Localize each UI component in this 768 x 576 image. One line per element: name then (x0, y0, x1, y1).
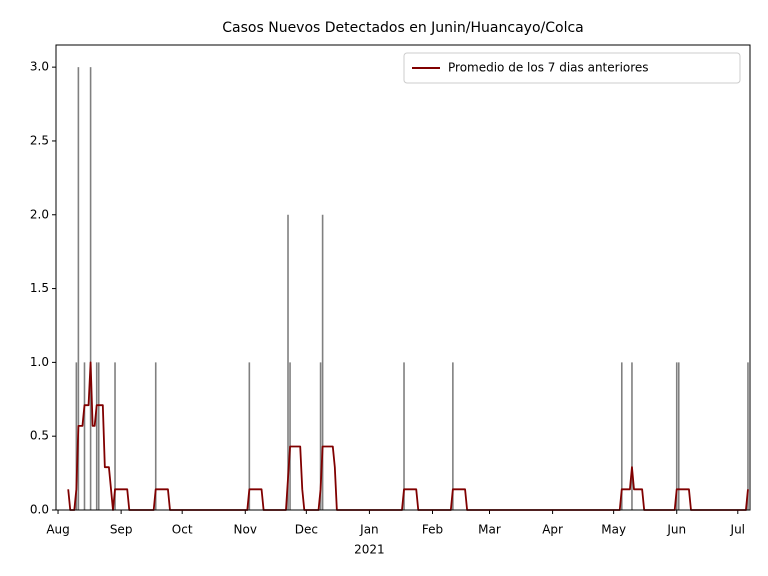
x-tick-label: Jul (730, 523, 745, 537)
y-tick-label: 0.0 (30, 503, 49, 517)
x-tick-label: Sep (110, 523, 133, 537)
x-tick-label: May (601, 523, 626, 537)
x-tick-label: Apr (542, 523, 563, 537)
bar (631, 362, 633, 510)
x-tick-label: Aug (46, 523, 69, 537)
bar (747, 362, 749, 510)
bar (89, 67, 92, 511)
bar (77, 67, 80, 511)
y-tick-label: 0.5 (30, 429, 49, 443)
x-tick-label: Nov (234, 523, 257, 537)
bar (248, 362, 251, 510)
bar (287, 214, 289, 510)
bar (289, 362, 291, 510)
bar (452, 362, 454, 510)
x-sublabel: 2021 (354, 543, 385, 557)
bar (154, 362, 157, 510)
y-tick-label: 2.5 (30, 133, 49, 147)
y-tick-label: 1.5 (30, 281, 49, 295)
chart-title: Casos Nuevos Detectados en Junin/Huancay… (222, 20, 583, 36)
line (67, 361, 749, 511)
bar (403, 362, 405, 510)
legend-box (403, 52, 741, 84)
y-tick-label: 3.0 (30, 60, 49, 74)
bar (321, 214, 324, 510)
x-tick-label: Jan (359, 523, 379, 537)
y-tick-label: 2.0 (30, 207, 49, 221)
x-tick-label: Jun (666, 523, 686, 537)
bar (83, 362, 86, 510)
bar (97, 362, 100, 510)
x-tick-label: Dec (295, 523, 318, 537)
bar (319, 362, 322, 510)
legend-label: Promedio de los 7 dias anteriores (448, 61, 649, 75)
bar (677, 362, 680, 510)
bar (675, 362, 678, 510)
y-tick-label: 1.0 (30, 355, 49, 369)
x-tick-label: Feb (422, 523, 443, 537)
x-tick-label: Oct (172, 523, 193, 537)
bar (114, 362, 116, 510)
bar (95, 362, 98, 510)
x-tick-label: Mar (478, 523, 501, 537)
plot-frame (55, 44, 751, 511)
bar (620, 362, 623, 510)
bar (75, 362, 78, 510)
